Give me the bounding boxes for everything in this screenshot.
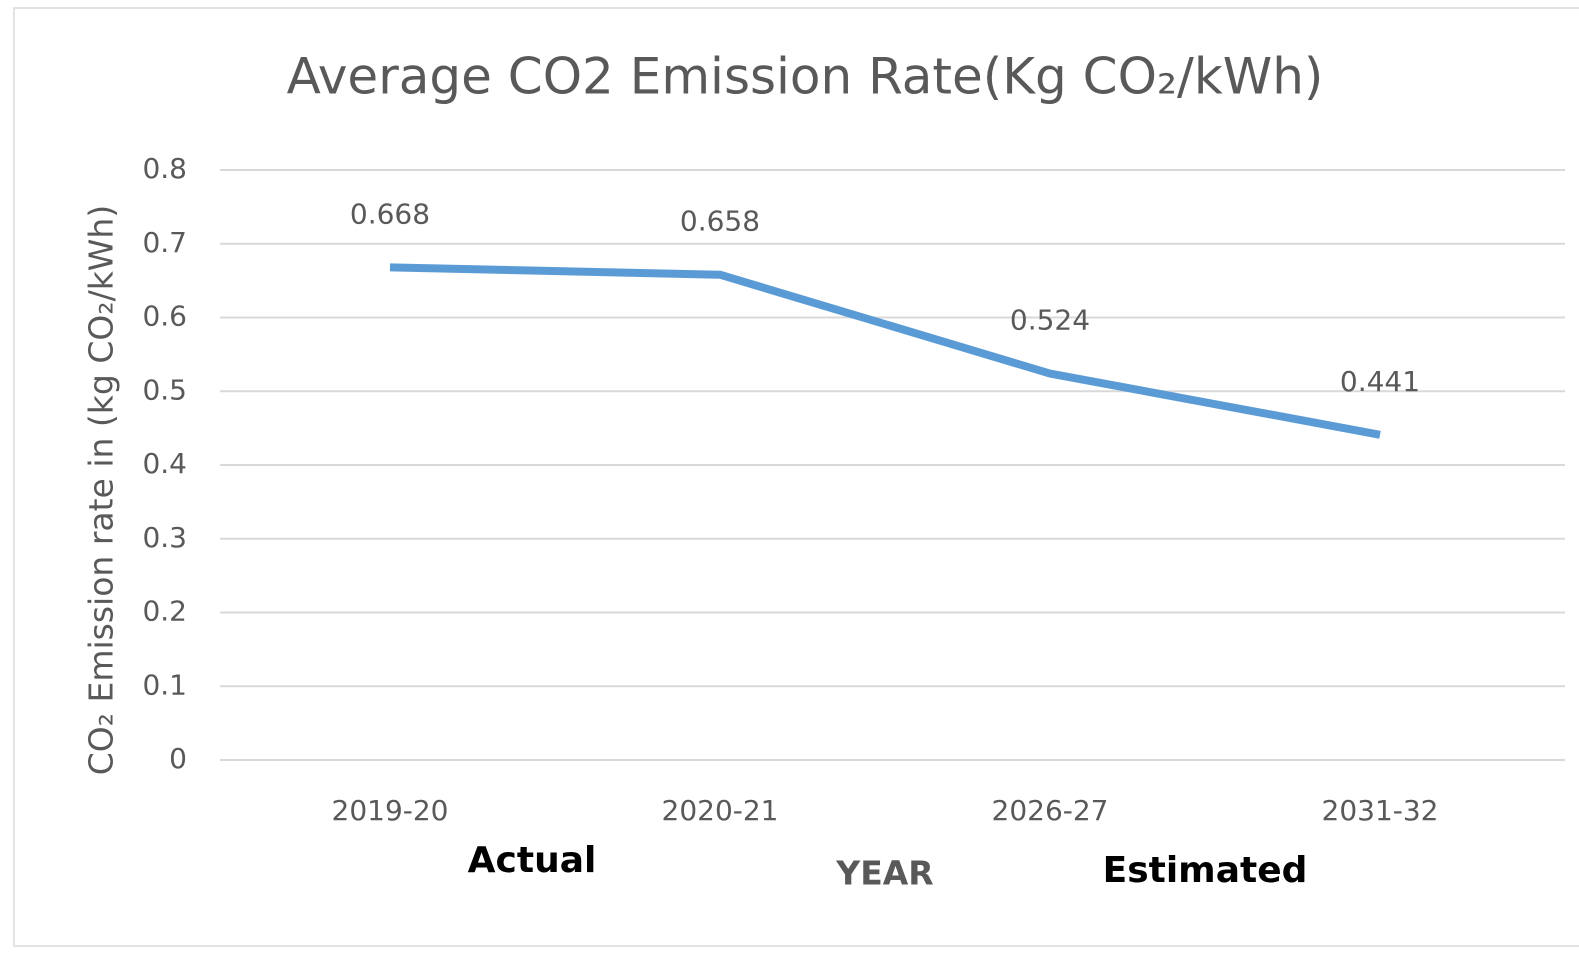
- y-axis-label: CO₂ Emission rate in (kg CO₂/kWh): [82, 205, 121, 775]
- x-tick-label: 2020-21: [662, 794, 779, 827]
- data-label: 0.441: [1340, 365, 1420, 398]
- x-tick-label: 2019-20: [332, 794, 449, 827]
- data-label: 0.668: [350, 197, 430, 230]
- x-axis-label: YEAR: [835, 854, 933, 893]
- y-tick-label: 0.4: [142, 447, 187, 480]
- y-tick-label: 0: [169, 742, 187, 775]
- x-tick-label: 2026-27: [992, 794, 1109, 827]
- data-label: 0.658: [680, 205, 760, 238]
- x-tick-label: 2031-32: [1322, 794, 1439, 827]
- y-tick-label: 0.1: [142, 668, 187, 701]
- y-tick-label: 0.8: [142, 152, 187, 185]
- y-tick-label: 0.2: [142, 595, 187, 628]
- annotation: Estimated: [1103, 850, 1308, 891]
- data-label: 0.524: [1010, 304, 1090, 337]
- chart-title: Average CO2 Emission Rate(Kg CO₂/kWh): [287, 48, 1324, 106]
- data-line: [389, 263, 1381, 439]
- y-tick-label: 0.3: [142, 521, 187, 554]
- chart-frame: [13, 7, 1579, 947]
- y-tick-label: 0.6: [142, 300, 187, 333]
- y-tick-label: 0.5: [142, 373, 187, 406]
- annotation: Actual: [468, 840, 597, 881]
- y-tick-label: 0.7: [142, 226, 187, 259]
